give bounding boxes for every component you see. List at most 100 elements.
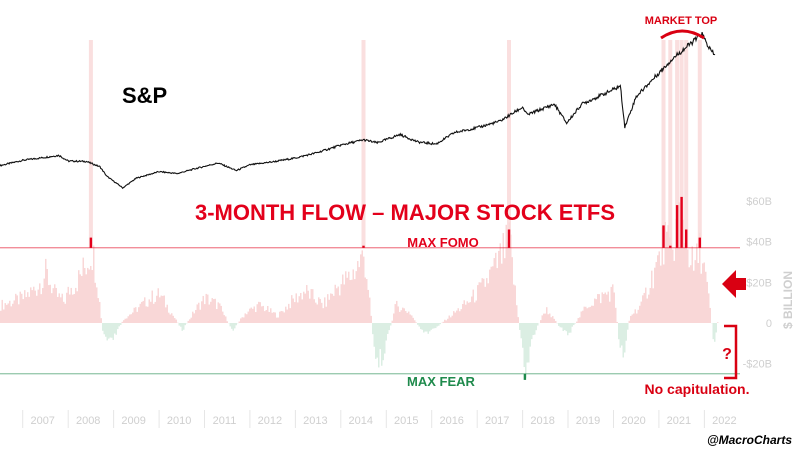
fomo-highlight [507, 40, 511, 248]
flow-bar [220, 305, 222, 323]
flow-bar [708, 293, 710, 323]
flow-bar [505, 224, 507, 323]
flow-bar [598, 294, 600, 323]
flow-bar [75, 287, 77, 323]
flow-bar [114, 323, 116, 334]
flow-bar [652, 288, 654, 323]
flow-bar [292, 298, 294, 323]
flow-bar [279, 311, 281, 323]
flow-bar [681, 201, 683, 323]
flow-bar [607, 291, 609, 323]
flow-bar [81, 275, 83, 323]
flow-bar [160, 295, 162, 323]
flow-bar [597, 294, 599, 323]
flow-bar [30, 287, 32, 323]
flow-bar [282, 311, 284, 323]
flow-bar [568, 323, 570, 333]
flow-bar [115, 323, 117, 335]
flow-bar [69, 294, 71, 323]
flow-bar [243, 317, 245, 323]
flow-bar [493, 258, 495, 323]
flow-bar [10, 306, 12, 323]
flow-bar [543, 313, 545, 323]
flow-bar [265, 309, 267, 323]
flow-bar [274, 312, 276, 323]
flow-bar [433, 323, 435, 329]
flow-bar [322, 308, 324, 323]
flow-bar [235, 323, 237, 326]
flow-bar [391, 320, 393, 323]
flow-bar [295, 293, 297, 323]
flow-bar [226, 321, 228, 323]
x-tick-label: 2012 [258, 415, 282, 427]
flow-bar [570, 323, 572, 333]
flow-bar [205, 293, 207, 323]
flow-bar [172, 315, 174, 323]
flow-bar [159, 297, 161, 323]
flow-bar [72, 294, 74, 323]
flow-bar [715, 323, 717, 333]
flow-bar [387, 323, 389, 334]
flow-bar [174, 318, 176, 323]
flow-bar [613, 292, 615, 323]
flow-bar [261, 306, 263, 323]
flow-bar [513, 284, 515, 323]
flow-bar [286, 309, 288, 323]
flow-bar [402, 307, 404, 323]
flow-bar [351, 279, 353, 323]
flow-bar [27, 292, 29, 323]
flow-bar [684, 242, 686, 323]
x-tick-label: 2020 [621, 415, 645, 427]
flow-bar [600, 303, 602, 323]
flow-bar [550, 317, 552, 323]
flow-bar [328, 299, 330, 323]
flow-bar [394, 304, 396, 323]
flow-bar [480, 282, 482, 323]
y-axis-label: $ BILLION [781, 271, 795, 329]
flow-bar [621, 323, 623, 346]
flow-bar [165, 307, 167, 323]
flow-bar [16, 295, 18, 323]
flow-bar [91, 270, 93, 323]
flow-bar [579, 317, 581, 323]
flow-bar [694, 260, 696, 323]
fomo-highlight [361, 40, 366, 248]
flow-bar [460, 309, 462, 323]
extreme-spikes [89, 196, 701, 380]
flow-bar [562, 323, 564, 331]
flow-bar [312, 289, 314, 323]
flow-bar [432, 323, 434, 329]
flow-bar [262, 305, 264, 323]
flow-bar [348, 271, 350, 323]
x-tick-label: 2014 [349, 415, 373, 427]
flow-bar [682, 219, 684, 323]
flow-bar [24, 290, 26, 323]
flow-bar [403, 308, 405, 323]
flow-bar [325, 306, 327, 323]
flow-bar [601, 292, 603, 323]
flow-bar [289, 308, 291, 323]
flow-bar [435, 323, 437, 329]
flow-bar [697, 262, 699, 323]
flow-bar [88, 269, 90, 323]
flow-bar [109, 323, 111, 338]
flow-bar [396, 300, 398, 323]
flow-bar [369, 297, 371, 323]
flow-bar [453, 311, 455, 323]
flow-bar [540, 320, 542, 323]
market-top-arc [660, 29, 705, 40]
flow-bar [238, 321, 240, 323]
flow-bar [583, 306, 585, 323]
flow-bar [306, 285, 308, 323]
flow-bar [609, 301, 611, 323]
flow-bar [456, 310, 458, 323]
flow-bar [157, 288, 159, 323]
flow-bar [36, 295, 38, 323]
flow-bar [495, 252, 497, 323]
flow-bar [580, 311, 582, 323]
fomo-highlight [697, 40, 702, 248]
flow-bar [534, 323, 536, 335]
flow-bar [573, 323, 575, 326]
flow-bar [520, 323, 522, 339]
flow-bar [567, 323, 569, 336]
